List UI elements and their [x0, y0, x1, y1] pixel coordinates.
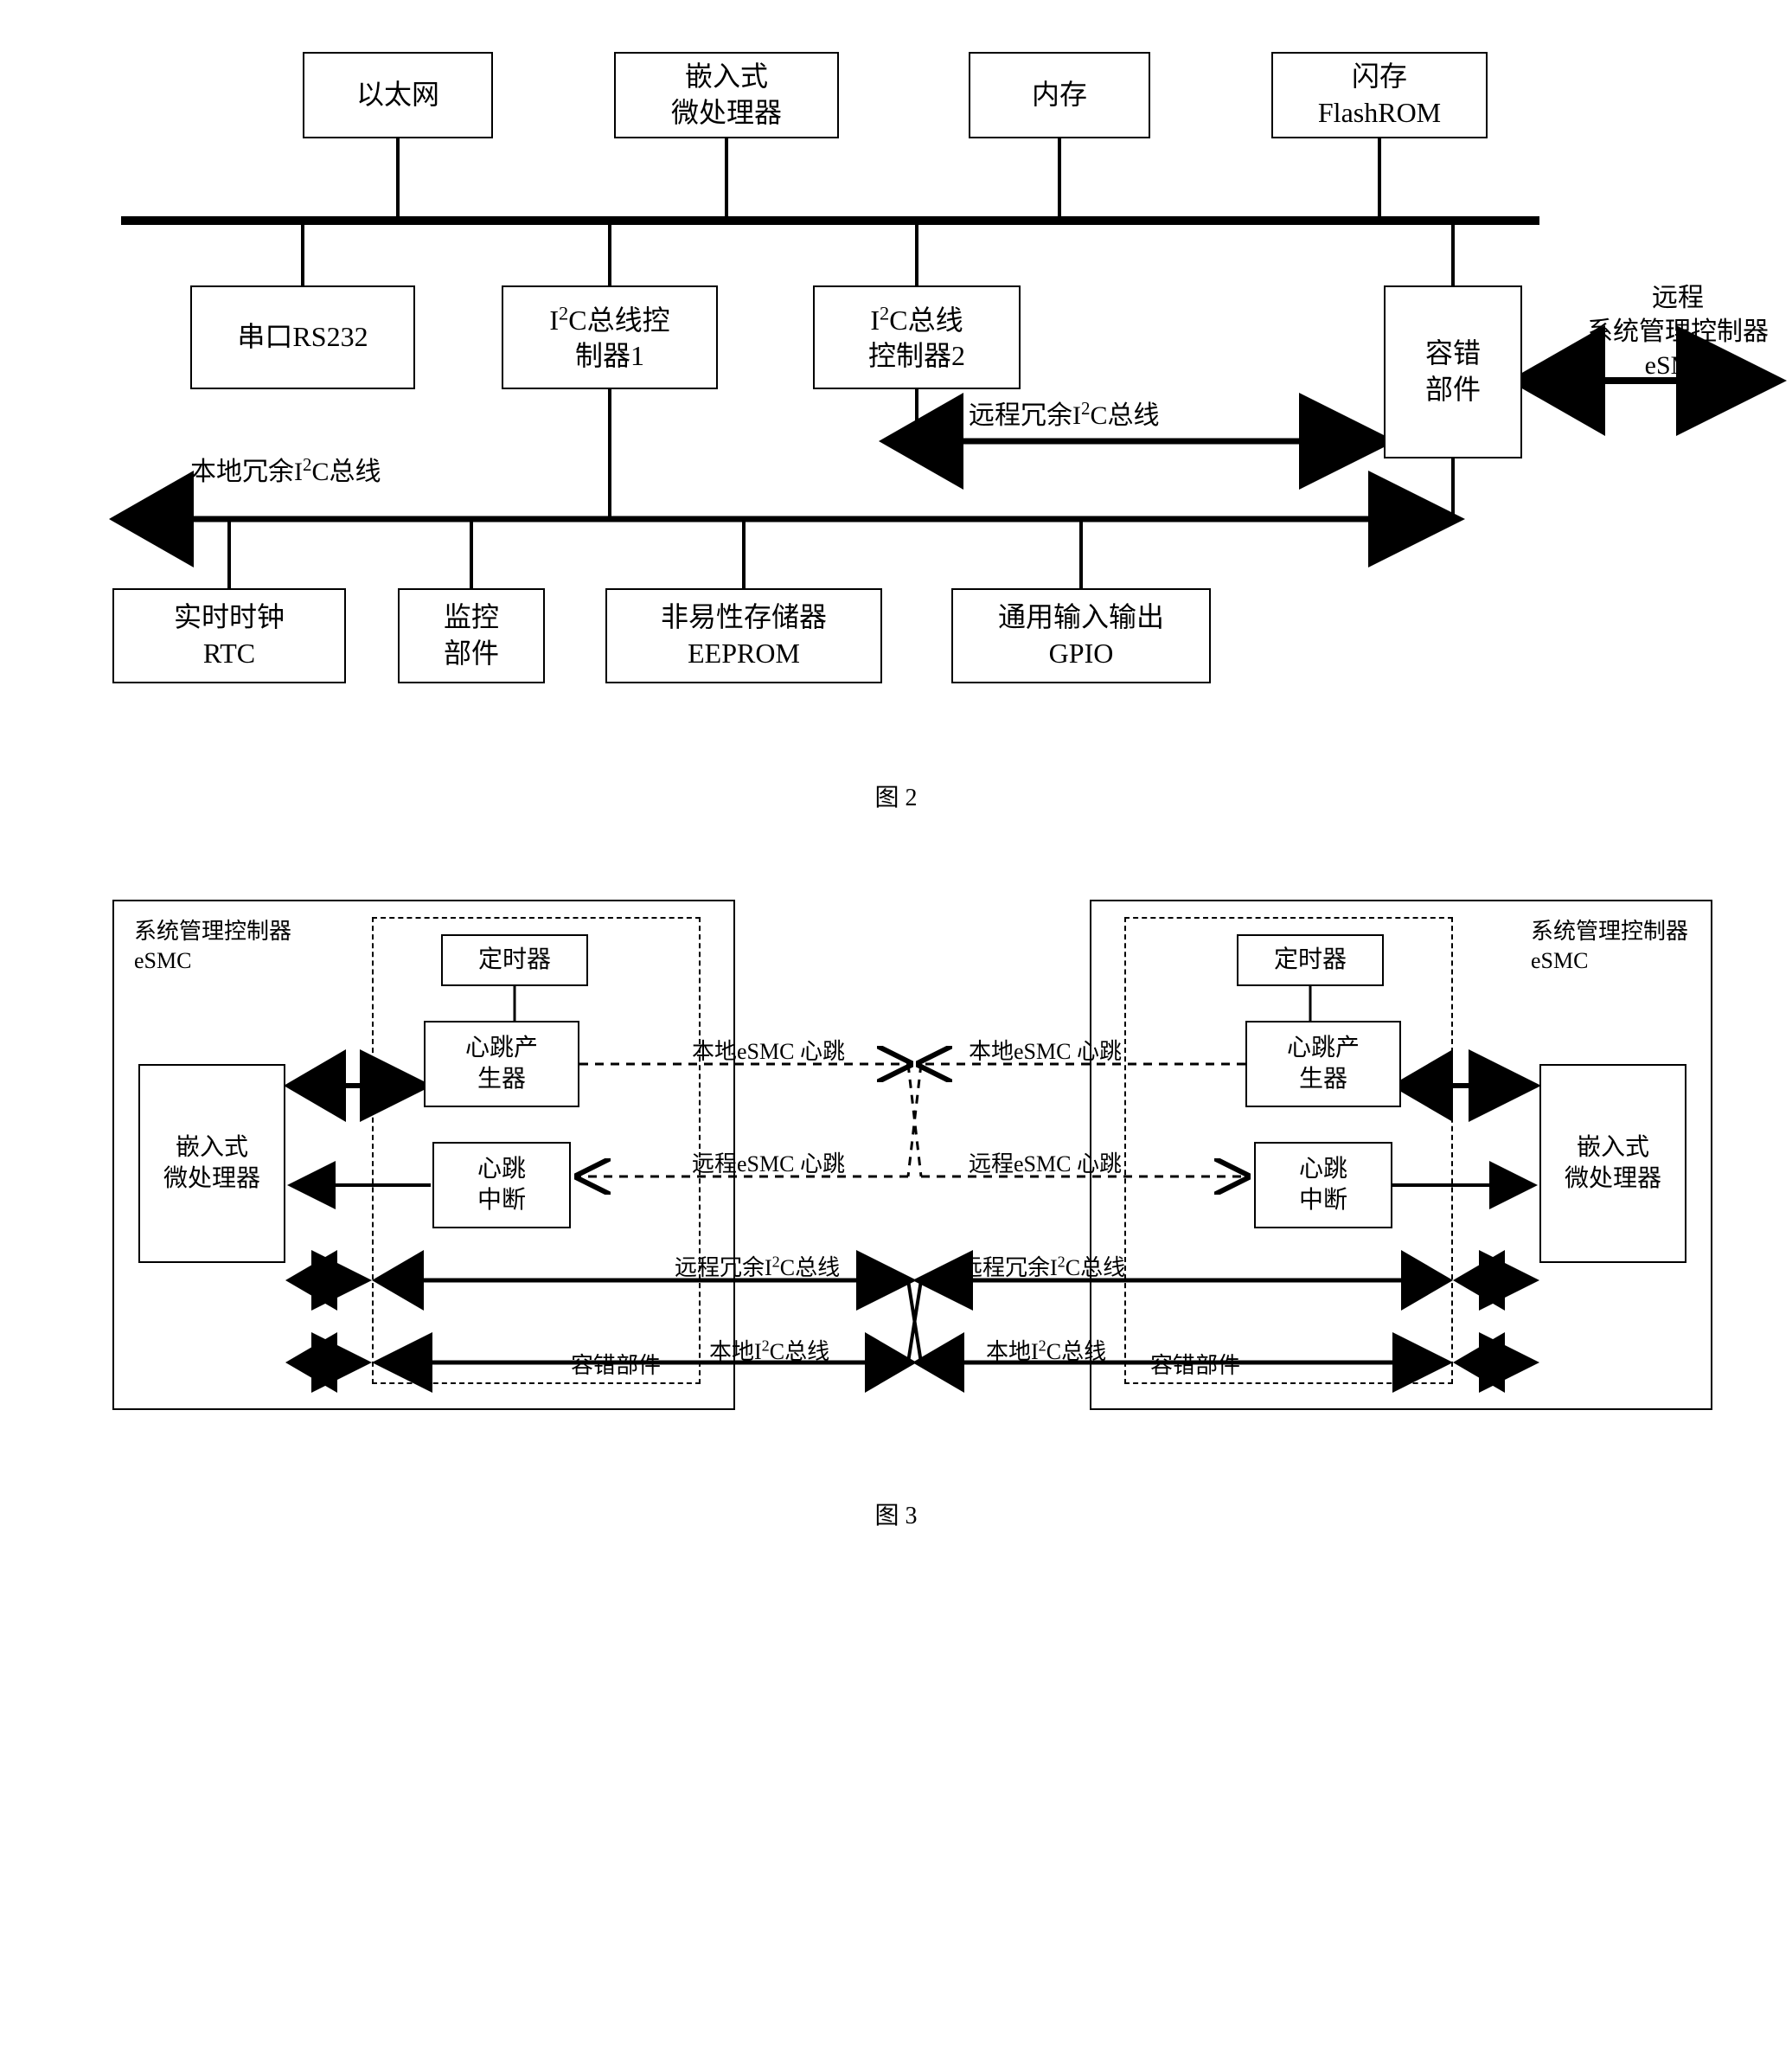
- box-label: FlashROM: [1318, 97, 1441, 128]
- label-line: eSMC: [134, 948, 191, 973]
- box-label: 监控: [444, 601, 499, 632]
- box-label: I2C总线控: [549, 305, 669, 336]
- label-bus-remote-right: 远程冗余I2C总线: [960, 1250, 1125, 1282]
- right-heartbeat-gen: 心跳产生器: [1245, 1021, 1401, 1107]
- label-bus-local-left: 本地I2C总线: [709, 1334, 829, 1366]
- box-label: 嵌入式: [685, 61, 768, 92]
- label-line: 系统管理控制器: [134, 919, 291, 944]
- box-i2c-ctrl-2: I2C总线控制器2: [813, 285, 1021, 389]
- box-flash: 闪存 FlashROM: [1271, 52, 1488, 138]
- figure-3: 系统管理控制器 eSMC 嵌入式微处理器 定时器 心跳产生器 心跳中断 容错部件…: [17, 865, 1792, 1471]
- box-label: I2C总线: [870, 305, 963, 336]
- box-memory: 内存: [969, 52, 1150, 138]
- box-label: 定时器: [478, 945, 551, 976]
- label-remote-esmc: 远程 系统管理控制器 eSMC: [1565, 281, 1790, 382]
- box-label: 微处理器: [163, 1165, 260, 1192]
- box-label: 心跳产: [465, 1035, 538, 1061]
- box-label: 闪存: [1352, 61, 1407, 92]
- label-hb-remote-right: 远程eSMC 心跳: [969, 1146, 1122, 1178]
- box-label: 部件: [1425, 374, 1481, 405]
- left-ft-label: 容错部件: [571, 1348, 661, 1380]
- box-i2c-ctrl-1: I2C总线控制器1: [502, 285, 718, 389]
- box-eeprom: 非易性存储器 EEPROM: [605, 588, 882, 683]
- label-line: 系统管理控制器: [1587, 317, 1769, 346]
- left-timer: 定时器: [441, 934, 588, 986]
- box-label: 微处理器: [671, 97, 782, 128]
- label-hb-local-left: 本地eSMC 心跳: [692, 1034, 845, 1066]
- box-monitor: 监控部件: [398, 588, 545, 683]
- box-label: 嵌入式: [176, 1134, 248, 1161]
- right-heartbeat-int: 心跳中断: [1254, 1142, 1392, 1228]
- box-label: GPIO: [1049, 638, 1114, 669]
- box-label: 制器1: [575, 340, 644, 371]
- box-label: 定时器: [1274, 945, 1347, 976]
- box-label: 心跳产: [1287, 1035, 1360, 1061]
- box-label: 串口RS232: [237, 319, 368, 356]
- figure-3-caption: 图 3: [17, 1497, 1775, 1531]
- left-esmc-label: 系统管理控制器 eSMC: [134, 917, 291, 976]
- box-label: 内存: [1032, 77, 1087, 113]
- right-timer: 定时器: [1237, 934, 1384, 986]
- box-ethernet: 以太网: [303, 52, 493, 138]
- box-label: EEPROM: [688, 638, 800, 669]
- box-label: 中断: [1299, 1187, 1347, 1214]
- box-label: 生器: [477, 1066, 526, 1093]
- label-remote-i2c-bus: 远程冗余I2C总线: [969, 394, 1160, 432]
- label-hb-local-right: 本地eSMC 心跳: [969, 1034, 1122, 1066]
- box-gpio: 通用输入输出 GPIO: [951, 588, 1211, 683]
- box-label: 通用输入输出: [998, 601, 1164, 632]
- box-label: 生器: [1299, 1066, 1347, 1093]
- left-heartbeat-int: 心跳中断: [432, 1142, 571, 1228]
- label-line: 远程: [1652, 284, 1704, 312]
- label-local-i2c-bus: 本地冗余I2C总线: [190, 450, 381, 488]
- box-label: 控制器2: [868, 340, 965, 371]
- box-label: 容错: [1425, 337, 1481, 369]
- left-heartbeat-gen: 心跳产生器: [424, 1021, 579, 1107]
- box-label: 以太网: [356, 77, 439, 113]
- left-mpu: 嵌入式微处理器: [138, 1064, 285, 1263]
- box-mpu: 嵌入式微处理器: [614, 52, 839, 138]
- right-esmc-label: 系统管理控制器 eSMC: [1531, 917, 1688, 976]
- right-ft-label: 容错部件: [1150, 1348, 1240, 1380]
- label-bus-remote-left: 远程冗余I2C总线: [675, 1250, 840, 1282]
- box-rs232: 串口RS232: [190, 285, 415, 389]
- box-label: RTC: [203, 638, 255, 669]
- box-label: 非易性存储器: [661, 601, 827, 632]
- box-label: 微处理器: [1565, 1165, 1661, 1192]
- box-label: 嵌入式: [1577, 1134, 1649, 1161]
- figure-2-caption: 图 2: [17, 779, 1775, 813]
- box-label: 心跳: [1299, 1156, 1347, 1183]
- label-hb-remote-left: 远程eSMC 心跳: [692, 1146, 845, 1178]
- box-label: 部件: [444, 638, 499, 669]
- box-rtc: 实时时钟 RTC: [112, 588, 346, 683]
- box-fault-tolerant: 容错部件: [1384, 285, 1522, 458]
- label-line: eSMC: [1531, 948, 1588, 973]
- box-label: 实时时钟: [174, 601, 285, 632]
- right-mpu: 嵌入式微处理器: [1539, 1064, 1686, 1263]
- label-line: eSMC: [1645, 351, 1712, 380]
- label-line: 系统管理控制器: [1531, 919, 1688, 944]
- label-bus-local-right: 本地I2C总线: [986, 1334, 1106, 1366]
- box-label: 中断: [477, 1187, 526, 1214]
- box-label: 心跳: [477, 1156, 526, 1183]
- figure-2: 以太网 嵌入式微处理器 内存 闪存FlashROM 串口RS232 I2C总线控…: [17, 35, 1792, 753]
